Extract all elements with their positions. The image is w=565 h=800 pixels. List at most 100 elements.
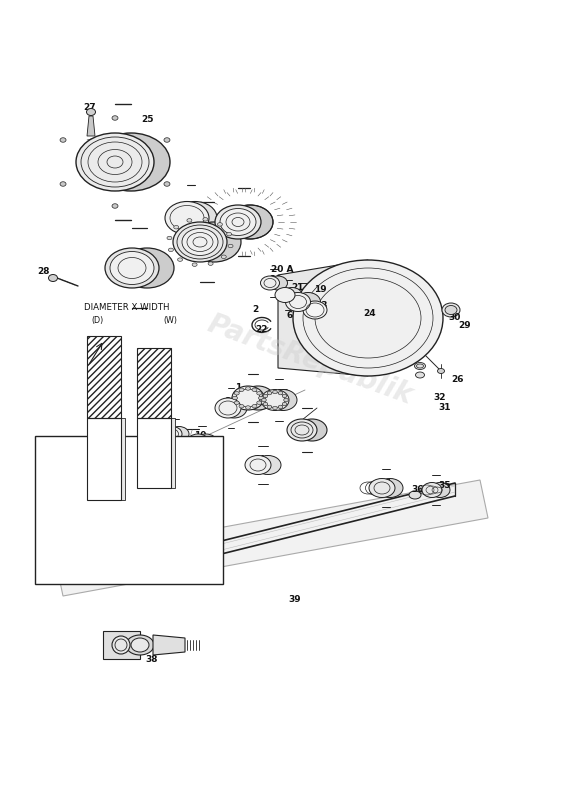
Ellipse shape bbox=[153, 446, 158, 450]
Ellipse shape bbox=[86, 109, 95, 115]
Ellipse shape bbox=[282, 402, 287, 406]
Text: 16: 16 bbox=[199, 233, 211, 242]
Ellipse shape bbox=[131, 450, 136, 454]
Ellipse shape bbox=[269, 390, 297, 410]
Ellipse shape bbox=[149, 442, 154, 446]
Ellipse shape bbox=[164, 182, 170, 186]
Text: 41: 41 bbox=[242, 210, 254, 218]
Bar bbox=[141, 418, 175, 488]
Ellipse shape bbox=[215, 398, 241, 418]
Text: (W): (W) bbox=[163, 317, 177, 326]
Ellipse shape bbox=[177, 258, 182, 262]
Bar bbox=[87, 336, 121, 418]
Polygon shape bbox=[103, 631, 140, 659]
Ellipse shape bbox=[49, 274, 58, 282]
Text: 10: 10 bbox=[194, 431, 206, 441]
Ellipse shape bbox=[132, 446, 137, 450]
Text: 36: 36 bbox=[412, 486, 424, 494]
Ellipse shape bbox=[183, 505, 197, 515]
Ellipse shape bbox=[149, 458, 154, 462]
Ellipse shape bbox=[162, 426, 182, 442]
Ellipse shape bbox=[259, 396, 263, 400]
Ellipse shape bbox=[232, 386, 264, 410]
Text: 17: 17 bbox=[184, 203, 196, 213]
Bar bbox=[137, 348, 171, 418]
Ellipse shape bbox=[252, 405, 257, 408]
Text: PartsRepublik: PartsRepublik bbox=[203, 310, 416, 410]
Text: 19: 19 bbox=[314, 286, 327, 294]
Polygon shape bbox=[278, 260, 368, 376]
Ellipse shape bbox=[261, 390, 289, 410]
Ellipse shape bbox=[255, 455, 281, 474]
Ellipse shape bbox=[187, 218, 192, 222]
Ellipse shape bbox=[129, 466, 167, 494]
Text: 23: 23 bbox=[316, 301, 328, 310]
Ellipse shape bbox=[437, 369, 445, 374]
Ellipse shape bbox=[278, 405, 282, 409]
Text: 25: 25 bbox=[142, 115, 154, 125]
Bar bbox=[91, 418, 125, 500]
Ellipse shape bbox=[171, 439, 199, 461]
Text: 37: 37 bbox=[379, 478, 392, 487]
Text: 12: 12 bbox=[104, 482, 116, 491]
Ellipse shape bbox=[273, 406, 277, 410]
Text: 27: 27 bbox=[84, 102, 96, 111]
Ellipse shape bbox=[191, 506, 203, 514]
Ellipse shape bbox=[267, 391, 272, 395]
Ellipse shape bbox=[221, 398, 247, 418]
Ellipse shape bbox=[234, 401, 239, 405]
Text: 20 A: 20 A bbox=[271, 266, 293, 274]
Ellipse shape bbox=[260, 276, 280, 290]
Text: 11: 11 bbox=[142, 470, 154, 478]
Ellipse shape bbox=[245, 455, 271, 474]
Ellipse shape bbox=[227, 232, 232, 236]
Ellipse shape bbox=[94, 496, 110, 508]
Ellipse shape bbox=[220, 209, 256, 235]
Ellipse shape bbox=[103, 486, 121, 499]
Text: 35: 35 bbox=[439, 481, 451, 490]
Ellipse shape bbox=[174, 226, 179, 229]
Ellipse shape bbox=[60, 138, 66, 142]
Ellipse shape bbox=[257, 391, 262, 395]
Ellipse shape bbox=[275, 287, 295, 302]
Ellipse shape bbox=[187, 222, 241, 262]
Text: 1: 1 bbox=[235, 383, 241, 393]
Ellipse shape bbox=[282, 287, 302, 302]
Ellipse shape bbox=[267, 405, 272, 409]
Ellipse shape bbox=[89, 496, 105, 508]
Ellipse shape bbox=[263, 402, 268, 406]
Ellipse shape bbox=[142, 442, 147, 445]
Text: 14: 14 bbox=[302, 421, 314, 430]
Text: 38: 38 bbox=[146, 655, 158, 665]
Text: DIAMETER X WIDTH: DIAMETER X WIDTH bbox=[84, 303, 170, 313]
Polygon shape bbox=[55, 480, 488, 596]
Ellipse shape bbox=[215, 205, 261, 239]
Ellipse shape bbox=[178, 505, 192, 515]
Text: 32: 32 bbox=[434, 394, 446, 402]
Text: 15: 15 bbox=[276, 390, 288, 398]
Polygon shape bbox=[87, 116, 95, 136]
Text: 4: 4 bbox=[167, 423, 173, 433]
Ellipse shape bbox=[168, 248, 173, 252]
Text: (D): (D) bbox=[91, 317, 103, 326]
Text: 13: 13 bbox=[89, 495, 101, 505]
Ellipse shape bbox=[139, 437, 179, 467]
Ellipse shape bbox=[125, 437, 165, 467]
Text: 8: 8 bbox=[225, 398, 231, 406]
Text: 29: 29 bbox=[459, 322, 471, 330]
Bar bbox=[137, 418, 171, 488]
Ellipse shape bbox=[285, 293, 311, 311]
Ellipse shape bbox=[218, 222, 223, 226]
Ellipse shape bbox=[192, 263, 197, 266]
Text: 39: 39 bbox=[289, 595, 301, 605]
Ellipse shape bbox=[156, 525, 170, 535]
Ellipse shape bbox=[173, 222, 227, 262]
Ellipse shape bbox=[284, 398, 288, 402]
Ellipse shape bbox=[142, 459, 147, 462]
Text: 40: 40 bbox=[254, 454, 266, 463]
Text: 2: 2 bbox=[252, 306, 258, 314]
Ellipse shape bbox=[422, 482, 442, 498]
Text: 3: 3 bbox=[180, 438, 186, 447]
Ellipse shape bbox=[246, 386, 250, 390]
Text: 26: 26 bbox=[452, 375, 464, 385]
